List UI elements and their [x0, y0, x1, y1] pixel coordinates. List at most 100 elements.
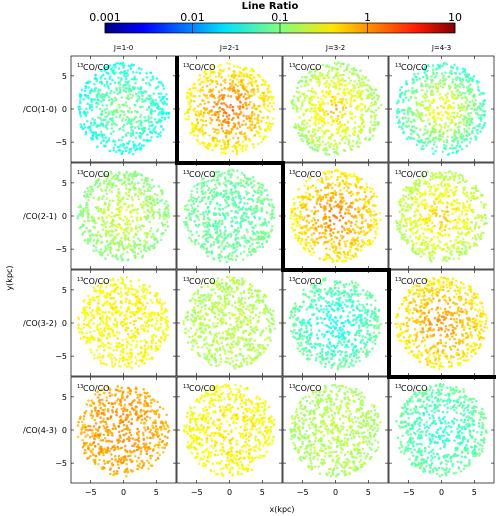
scatter-point — [137, 144, 140, 147]
scatter-point — [227, 124, 230, 127]
scatter-point — [241, 150, 244, 153]
scatter-point — [307, 141, 311, 145]
scatter-point — [103, 77, 107, 80]
scatter-point — [438, 227, 442, 231]
scatter-point — [404, 116, 407, 120]
scatter-point — [220, 93, 224, 97]
scatter-point — [316, 80, 319, 84]
scatter-point — [314, 132, 317, 136]
scatter-point — [401, 127, 404, 131]
scatter-point — [235, 248, 238, 251]
scatter-point — [221, 107, 224, 111]
scatter-point — [460, 113, 463, 117]
scatter-point — [204, 131, 207, 135]
scatter-point — [110, 190, 114, 194]
scatter-point — [237, 226, 240, 230]
scatter-point — [328, 256, 331, 259]
scatter-point — [234, 83, 237, 86]
scatter-point — [100, 235, 103, 238]
scatter-point — [320, 180, 324, 184]
scatter-point — [225, 185, 228, 188]
scatter-point — [306, 247, 310, 250]
scatter-point — [420, 82, 423, 86]
scatter-point — [216, 111, 219, 114]
scatter-point — [454, 77, 457, 80]
scatter-point — [93, 121, 96, 124]
scatter-point — [242, 173, 246, 177]
scatter-point — [139, 203, 143, 206]
scatter-point — [196, 134, 199, 137]
scatter-point — [230, 74, 234, 78]
scatter-point — [455, 225, 458, 228]
scatter-point — [151, 129, 155, 132]
scatter-point — [107, 72, 110, 76]
scatter-point — [158, 118, 161, 121]
scatter-point — [343, 228, 346, 232]
scatter-point — [458, 91, 462, 94]
scatter-point — [159, 131, 162, 134]
scatter-point — [159, 238, 163, 242]
scatter-point — [314, 70, 317, 73]
scatter-point — [102, 136, 105, 140]
scatter-point — [93, 98, 97, 101]
scatter-point — [325, 186, 328, 189]
scatter-point — [220, 88, 224, 92]
scatter-point — [465, 122, 469, 125]
scatter-point — [377, 106, 380, 110]
scatter-point — [471, 129, 474, 133]
scatter-point — [347, 212, 350, 215]
scatter-point — [207, 209, 211, 213]
scatter-point — [227, 94, 230, 98]
scatter-point — [223, 110, 226, 113]
scatter-point — [453, 186, 457, 189]
scatter-point — [409, 220, 412, 223]
scatter-point — [323, 213, 327, 216]
scatter-point — [133, 254, 136, 258]
scatter-point — [125, 170, 128, 173]
scatter-point — [227, 130, 231, 133]
scatter-point — [149, 139, 152, 142]
scatter-point — [104, 189, 107, 192]
scatter-point — [333, 61, 337, 65]
scatter-point — [158, 214, 162, 217]
scatter-point — [346, 251, 350, 254]
scatter-point — [444, 110, 447, 114]
scatter-point — [203, 225, 206, 228]
scatter-point — [123, 228, 126, 232]
scatter-point — [133, 244, 136, 247]
scatter-point — [424, 99, 427, 102]
scatter-point — [249, 236, 252, 240]
scatter-point — [353, 66, 356, 70]
scatter-point — [113, 237, 117, 240]
scatter-point — [207, 186, 211, 190]
scatter-point — [83, 220, 86, 223]
scatter-point — [124, 149, 128, 153]
scatter-point — [118, 172, 121, 175]
scatter-point — [105, 234, 108, 238]
scatter-point — [194, 111, 197, 114]
scatter-point — [134, 115, 138, 119]
scatter-point — [107, 214, 111, 217]
scatter-point — [103, 133, 106, 136]
scatter-point — [312, 134, 315, 138]
scatter-point — [443, 233, 447, 237]
scatter-point — [305, 134, 309, 138]
scatter-point — [339, 62, 343, 65]
scatter-point — [203, 230, 206, 233]
scatter-point — [102, 220, 106, 224]
scatter-point — [164, 228, 167, 232]
scatter-point — [238, 197, 241, 200]
scatter-point — [99, 252, 103, 255]
scatter-point — [212, 240, 216, 244]
scatter-point — [148, 124, 151, 127]
scatter-point — [321, 63, 325, 67]
scatter-point — [208, 232, 211, 236]
scatter-point — [345, 240, 349, 243]
scatter-point — [204, 202, 208, 205]
scatter-point — [230, 254, 234, 257]
scatter-point — [201, 192, 205, 196]
scatter-point — [325, 147, 328, 150]
scatter-point — [117, 232, 121, 235]
scatter-point — [120, 197, 123, 201]
scatter-point — [111, 199, 115, 202]
